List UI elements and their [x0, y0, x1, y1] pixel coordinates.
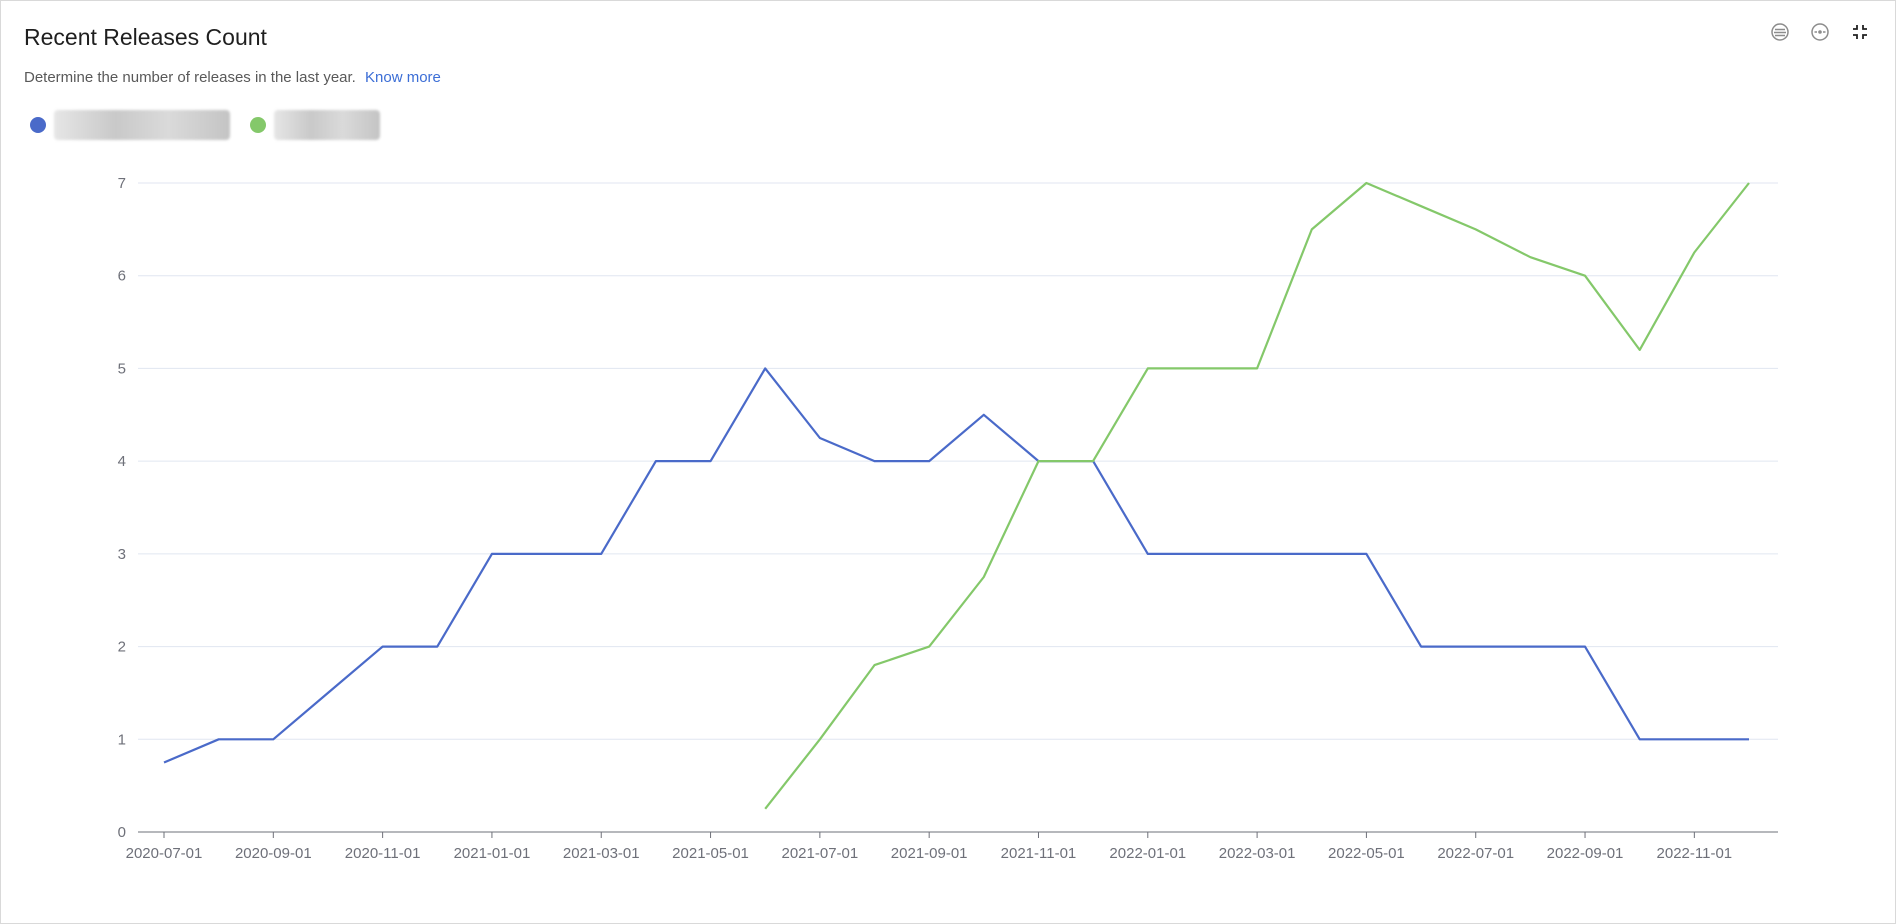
- x-tick-label: 2021-05-01: [672, 845, 749, 862]
- x-tick-label: 2022-05-01: [1328, 845, 1405, 862]
- x-tick-label: 2021-01-01: [454, 845, 531, 862]
- series-line-2: [764, 181, 1750, 810]
- x-tick-label: 2020-11-01: [345, 845, 421, 862]
- x-tick-label: 2020-07-01: [126, 845, 203, 862]
- x-tick-label: 2021-11-01: [1001, 845, 1077, 862]
- x-tick-label: 2022-03-01: [1219, 845, 1296, 862]
- chart-subtitle: Determine the number of releases in the …: [24, 69, 441, 86]
- chart-title: Recent Releases Count: [24, 24, 267, 50]
- y-tick-label: 5: [118, 360, 126, 377]
- legend-item-series-1[interactable]: [30, 110, 230, 140]
- know-more-link[interactable]: Know more: [365, 69, 441, 86]
- legend-dot-series-1: [30, 117, 46, 133]
- target-circle-icon[interactable]: [1810, 22, 1830, 42]
- x-tick-label: 2021-03-01: [563, 845, 640, 862]
- y-tick-label: 1: [118, 731, 126, 748]
- legend-label-series-1: [54, 110, 230, 140]
- x-tick-label: 2020-09-01: [235, 845, 312, 862]
- x-tick-label: 2022-09-01: [1547, 845, 1624, 862]
- subtitle-text: Determine the number of releases in the …: [24, 69, 356, 86]
- list-circle-icon[interactable]: [1770, 22, 1790, 42]
- chart-toolbar: [1770, 22, 1870, 42]
- y-tick-label: 2: [118, 639, 126, 656]
- legend-item-series-2[interactable]: [250, 110, 380, 140]
- y-tick-label: 3: [118, 546, 126, 563]
- chart-legend: [30, 110, 380, 140]
- legend-dot-series-2: [250, 117, 266, 133]
- x-tick-label: 2021-07-01: [781, 845, 858, 862]
- collapse-icon[interactable]: [1850, 22, 1870, 42]
- y-tick-label: 7: [118, 175, 126, 192]
- legend-label-series-2: [274, 110, 380, 140]
- y-tick-label: 4: [118, 453, 126, 470]
- y-tick-label: 0: [118, 824, 126, 841]
- series-line-1: [163, 367, 1749, 764]
- x-tick-label: 2022-07-01: [1437, 845, 1514, 862]
- x-tick-label: 2022-11-01: [1657, 845, 1733, 862]
- x-tick-label: 2022-01-01: [1109, 845, 1186, 862]
- x-tick-label: 2021-09-01: [891, 845, 968, 862]
- y-tick-label: 6: [118, 268, 126, 285]
